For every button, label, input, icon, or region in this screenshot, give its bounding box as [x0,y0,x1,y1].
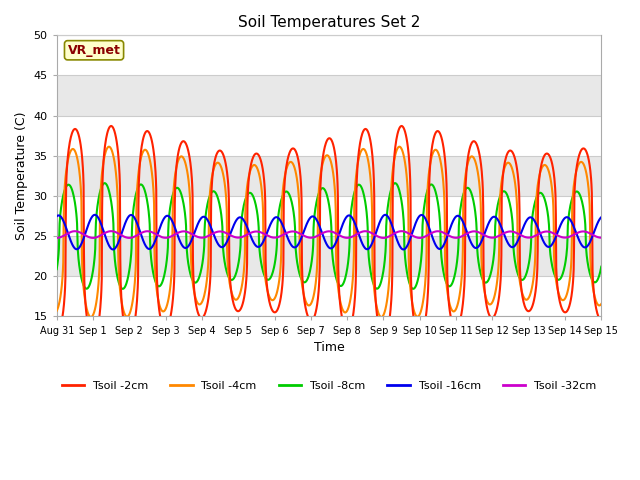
X-axis label: Time: Time [314,341,344,354]
Bar [57,236,601,276]
Title: Soil Temperatures Set 2: Soil Temperatures Set 2 [238,15,420,30]
Bar [57,116,601,156]
Bar [57,36,601,75]
Legend: Tsoil -2cm, Tsoil -4cm, Tsoil -8cm, Tsoil -16cm, Tsoil -32cm: Tsoil -2cm, Tsoil -4cm, Tsoil -8cm, Tsoi… [57,376,601,395]
Y-axis label: Soil Temperature (C): Soil Temperature (C) [15,112,28,240]
Bar [57,276,601,316]
Bar [57,196,601,236]
Bar [57,156,601,196]
Bar [57,75,601,116]
Text: VR_met: VR_met [68,44,120,57]
